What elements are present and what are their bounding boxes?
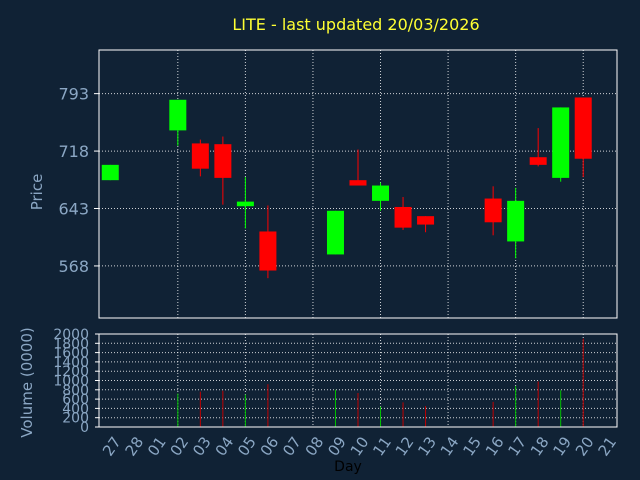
candle-down bbox=[214, 144, 232, 178]
candle-up bbox=[507, 200, 525, 242]
volume-tick-label: 1600 bbox=[53, 346, 89, 362]
candle-up bbox=[169, 99, 187, 131]
candle-up bbox=[101, 164, 119, 181]
candle-down bbox=[417, 216, 435, 225]
volume-axis-label: Volume (0000) bbox=[18, 327, 36, 437]
candle-up bbox=[236, 201, 254, 207]
volume-tick-label: 800 bbox=[62, 383, 89, 399]
volume-tick-label: 400 bbox=[62, 401, 89, 417]
volume-tick-label: 1800 bbox=[53, 336, 89, 352]
volume-tick-label: 1200 bbox=[53, 364, 89, 380]
price-y-ticks: 568 643 718 793 bbox=[58, 85, 99, 276]
candle-up bbox=[372, 185, 390, 201]
x-axis-label: Day bbox=[334, 459, 362, 475]
candle-down bbox=[529, 157, 547, 165]
price-candles bbox=[101, 97, 592, 279]
price-tick-label: 718 bbox=[58, 142, 89, 161]
x-axis-ticks: 2728010203040506070809101112131415161718… bbox=[99, 433, 620, 459]
price-tick-label: 568 bbox=[58, 257, 89, 276]
price-tick-label: 793 bbox=[58, 85, 89, 104]
price-axis-label: Price bbox=[28, 174, 46, 211]
candle-down bbox=[349, 180, 367, 186]
price-frame bbox=[98, 49, 618, 319]
candle-down bbox=[394, 206, 412, 228]
candle-down bbox=[484, 198, 502, 223]
volume-tick-label: 2000 bbox=[53, 327, 89, 343]
price-panel: 568 643 718 793 Price bbox=[28, 49, 618, 319]
volume-tick-label: 1400 bbox=[53, 355, 89, 371]
volume-bars bbox=[177, 338, 584, 427]
candle-down bbox=[191, 143, 209, 169]
volume-tick-label: 1000 bbox=[53, 374, 89, 390]
volume-tick-label: 0 bbox=[80, 420, 89, 436]
candle-down bbox=[574, 97, 592, 159]
volume-tick-label: 600 bbox=[62, 392, 89, 408]
candle-up bbox=[552, 107, 570, 178]
volume-tick-label: 200 bbox=[62, 411, 89, 427]
chart-title: LITE - last updated 20/03/2026 bbox=[232, 15, 479, 34]
candle-down bbox=[259, 231, 277, 271]
price-tick-label: 643 bbox=[58, 200, 89, 219]
candle-up bbox=[326, 210, 344, 255]
